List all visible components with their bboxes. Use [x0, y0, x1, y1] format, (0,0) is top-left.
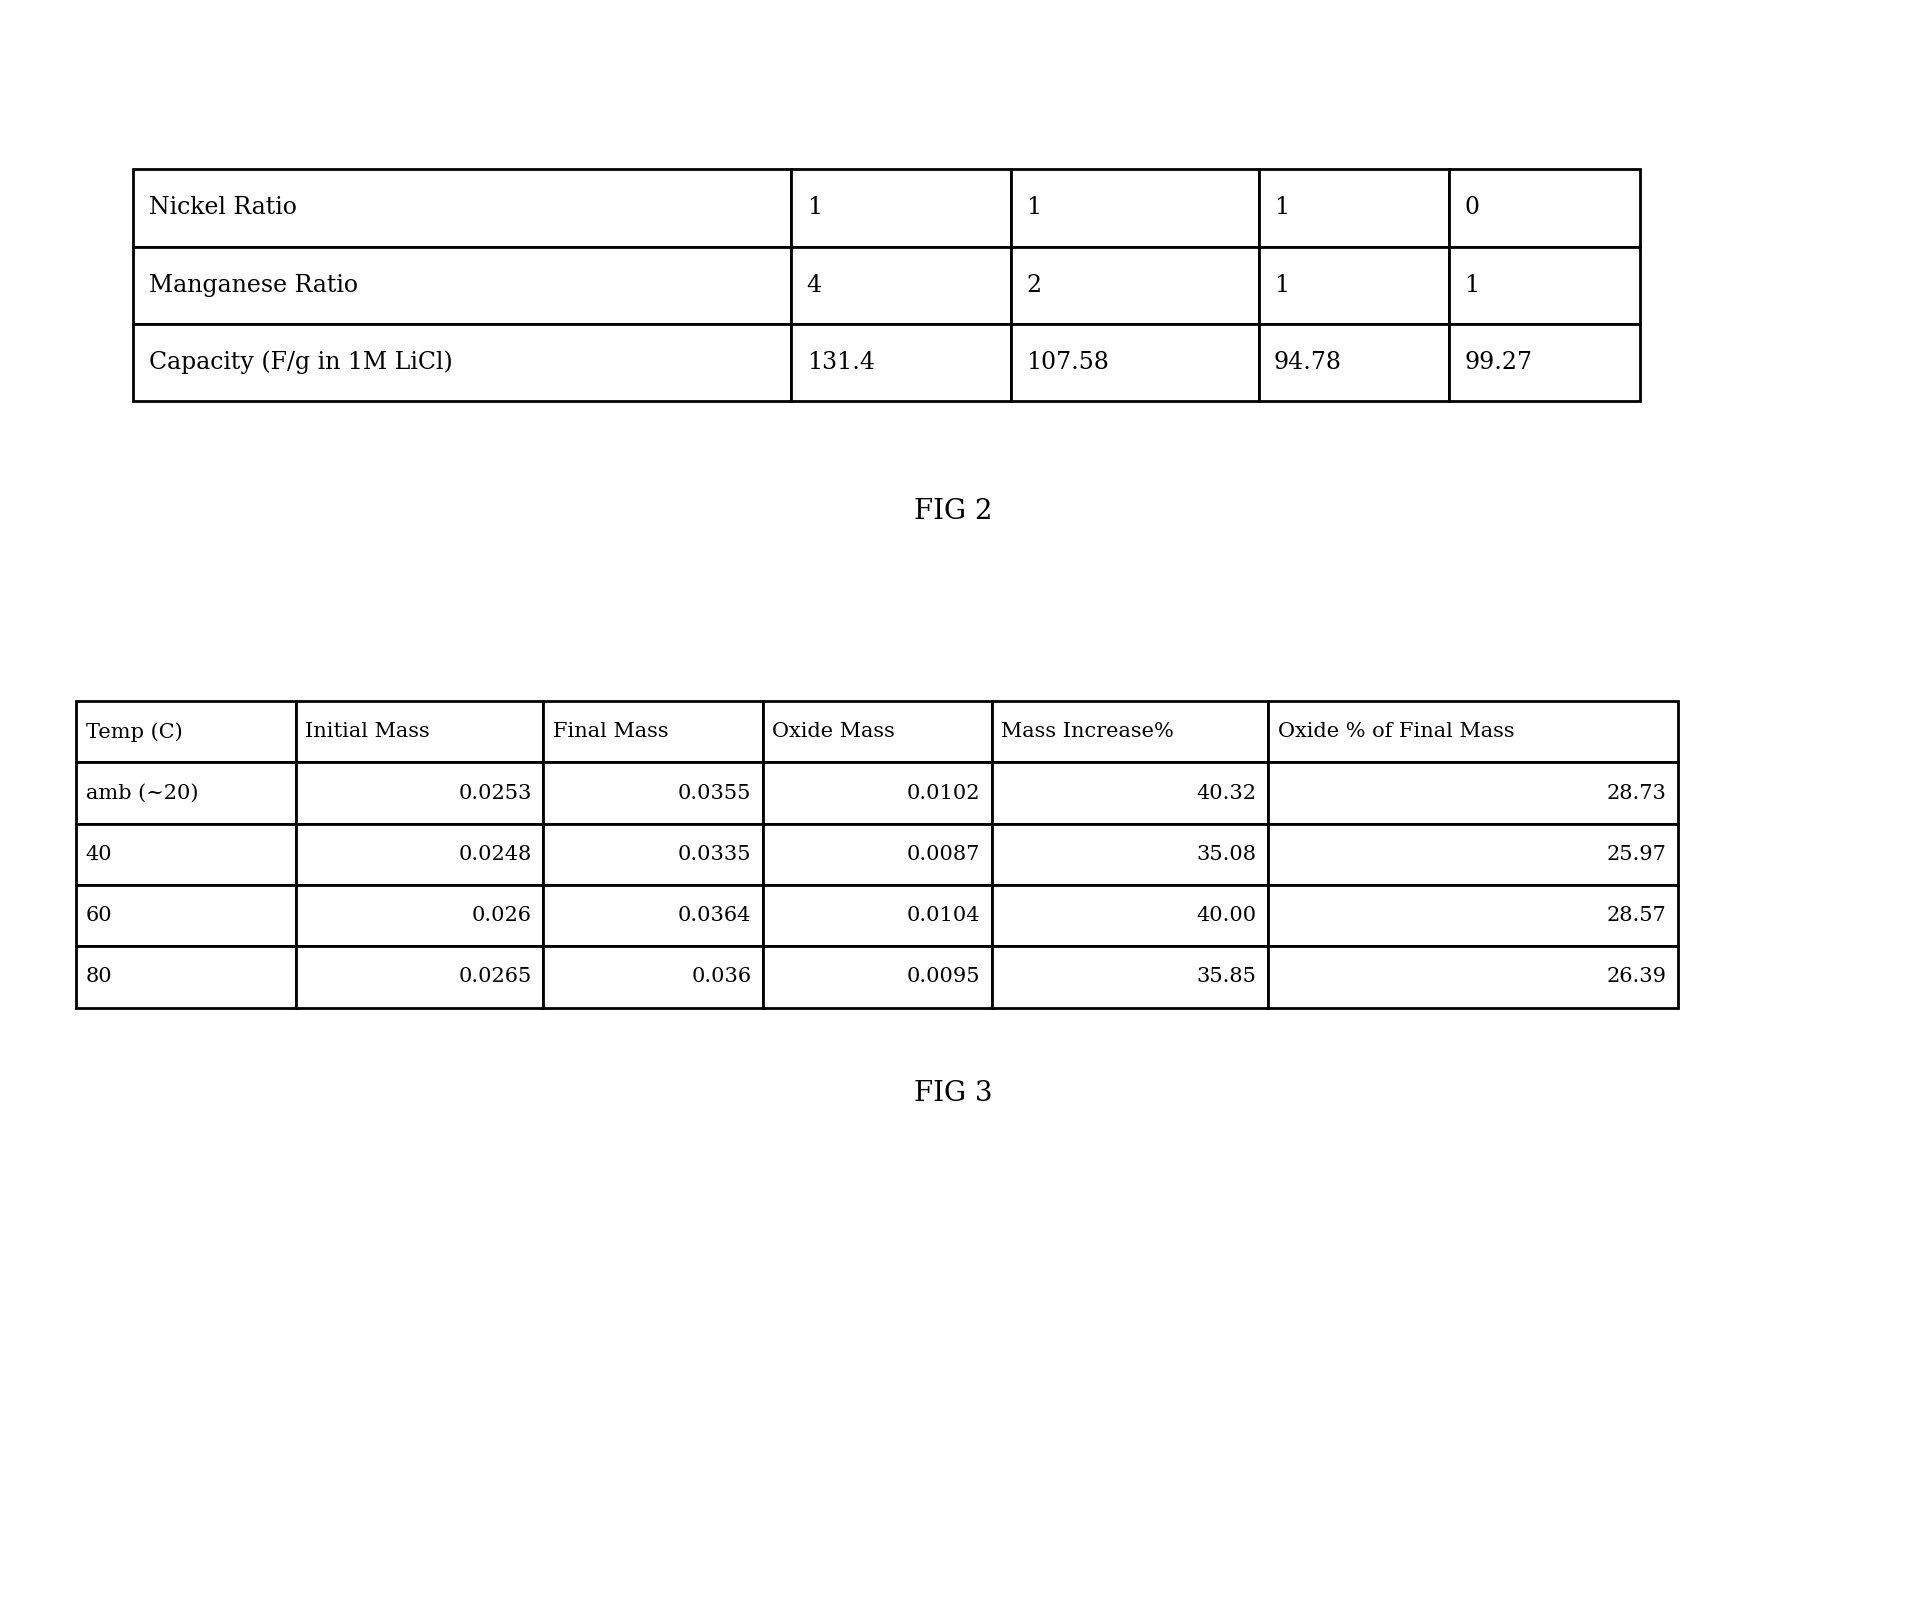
Text: 0.0104: 0.0104	[906, 906, 980, 925]
Text: 0: 0	[1465, 197, 1480, 219]
Bar	[992, 824, 1268, 885]
Bar	[791, 247, 1011, 324]
Bar	[1011, 247, 1259, 324]
Bar	[133, 247, 791, 324]
Text: Initial Mass: Initial Mass	[305, 722, 429, 742]
Bar	[1259, 247, 1449, 324]
Bar	[992, 946, 1268, 1008]
Bar	[992, 701, 1268, 762]
Bar	[296, 885, 543, 946]
Text: 0.026: 0.026	[473, 906, 532, 925]
Text: Manganese Ratio: Manganese Ratio	[149, 274, 359, 297]
Bar	[1268, 946, 1678, 1008]
Bar	[1268, 824, 1678, 885]
Bar	[1449, 169, 1640, 247]
Bar	[133, 169, 791, 247]
Text: 0.0364: 0.0364	[679, 906, 751, 925]
Bar	[543, 824, 763, 885]
Text: amb (~20): amb (~20)	[86, 783, 198, 803]
Text: Capacity (F/g in 1M LiCl): Capacity (F/g in 1M LiCl)	[149, 351, 452, 374]
Text: 40: 40	[86, 845, 113, 864]
Text: 0.0087: 0.0087	[908, 845, 980, 864]
Text: 94.78: 94.78	[1274, 351, 1343, 374]
Text: 40.00: 40.00	[1196, 906, 1257, 925]
Bar	[133, 324, 791, 401]
Text: 0.0248: 0.0248	[460, 845, 532, 864]
Text: 0.0355: 0.0355	[679, 783, 751, 803]
Text: FIG 2: FIG 2	[913, 498, 994, 526]
Text: 26.39: 26.39	[1608, 967, 1667, 987]
Text: 1: 1	[807, 197, 822, 219]
Bar	[763, 946, 992, 1008]
Bar	[1268, 701, 1678, 762]
Bar	[543, 946, 763, 1008]
Bar	[1449, 247, 1640, 324]
Bar	[543, 885, 763, 946]
Text: 99.27: 99.27	[1465, 351, 1533, 374]
Bar	[1259, 324, 1449, 401]
Bar	[763, 824, 992, 885]
Bar	[296, 762, 543, 824]
Text: 28.57: 28.57	[1608, 906, 1667, 925]
Text: 0.0265: 0.0265	[460, 967, 532, 987]
Text: 0.0095: 0.0095	[906, 967, 980, 987]
Text: 35.08: 35.08	[1198, 845, 1257, 864]
Text: Final Mass: Final Mass	[553, 722, 669, 742]
Text: FIG 3: FIG 3	[913, 1080, 994, 1107]
Bar	[763, 885, 992, 946]
Text: 107.58: 107.58	[1026, 351, 1108, 374]
Bar	[296, 946, 543, 1008]
Text: Temp (C): Temp (C)	[86, 722, 183, 742]
Bar	[296, 701, 543, 762]
Text: 0.036: 0.036	[690, 967, 751, 987]
Text: 25.97: 25.97	[1608, 845, 1667, 864]
Text: 1: 1	[1465, 274, 1480, 297]
Bar	[992, 885, 1268, 946]
Bar	[1259, 169, 1449, 247]
Text: 0.0102: 0.0102	[906, 783, 980, 803]
Bar	[76, 885, 296, 946]
Bar	[296, 824, 543, 885]
Text: 1: 1	[1026, 197, 1041, 219]
Text: 0.0253: 0.0253	[460, 783, 532, 803]
Bar	[763, 701, 992, 762]
Text: 1: 1	[1274, 274, 1289, 297]
Text: 60: 60	[86, 906, 113, 925]
Text: 0.0335: 0.0335	[677, 845, 751, 864]
Text: 80: 80	[86, 967, 113, 987]
Bar	[76, 762, 296, 824]
Bar	[1268, 885, 1678, 946]
Bar	[763, 762, 992, 824]
Bar	[1011, 324, 1259, 401]
Bar	[791, 324, 1011, 401]
Text: 4: 4	[807, 274, 822, 297]
Text: Oxide % of Final Mass: Oxide % of Final Mass	[1278, 722, 1514, 742]
Text: 1: 1	[1274, 197, 1289, 219]
Bar	[1011, 169, 1259, 247]
Text: 28.73: 28.73	[1608, 783, 1667, 803]
Text: Oxide Mass: Oxide Mass	[772, 722, 894, 742]
Bar	[1268, 762, 1678, 824]
Bar	[543, 701, 763, 762]
Bar	[76, 824, 296, 885]
Text: 35.85: 35.85	[1198, 967, 1257, 987]
Bar	[76, 701, 296, 762]
Bar	[1449, 324, 1640, 401]
Bar	[543, 762, 763, 824]
Text: 131.4: 131.4	[807, 351, 875, 374]
Text: Mass Increase%: Mass Increase%	[1001, 722, 1175, 742]
Text: Nickel Ratio: Nickel Ratio	[149, 197, 297, 219]
Text: 40.32: 40.32	[1198, 783, 1257, 803]
Text: 2: 2	[1026, 274, 1041, 297]
Bar	[76, 946, 296, 1008]
Bar	[992, 762, 1268, 824]
Bar	[791, 169, 1011, 247]
